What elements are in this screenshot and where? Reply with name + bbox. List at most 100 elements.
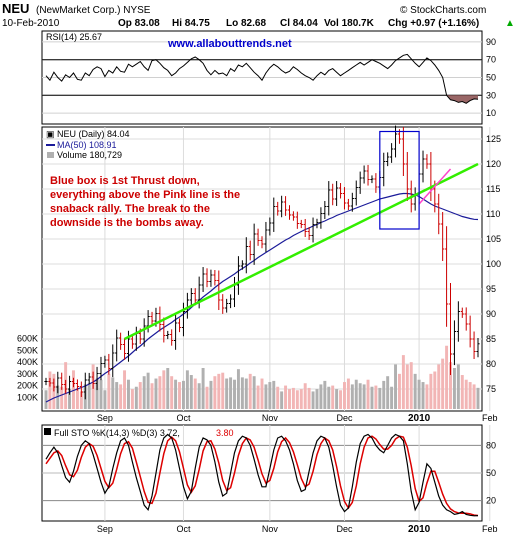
price-bar: [170, 329, 174, 346]
volume-bar: [433, 371, 437, 409]
volume-bar: [386, 376, 390, 409]
volume-bar: [193, 378, 197, 409]
volume-bar: [201, 368, 205, 409]
price-month-label: Dec: [336, 413, 353, 423]
volume-bar: [60, 386, 64, 409]
volume-bar: [429, 373, 433, 409]
volume-bar: [437, 364, 441, 409]
volume-bar: [374, 385, 378, 409]
volume-bar: [464, 379, 468, 409]
volume-bar: [382, 380, 386, 409]
rsi-oversold-fill: [446, 95, 478, 104]
price-bar: [252, 223, 256, 265]
volume-bar: [244, 378, 248, 409]
volume-bar: [405, 364, 409, 409]
sto-tick-label: 80: [486, 440, 496, 450]
price-legend-text: NEU (Daily) 84.04: [57, 129, 130, 139]
volume-bar: [272, 380, 276, 409]
volume-bar: [472, 384, 476, 409]
volume-bar: [87, 383, 91, 409]
volume-bar: [319, 384, 323, 409]
volume-bar: [339, 390, 343, 409]
volume-bar: [311, 391, 315, 409]
sto-tick-label: 50: [486, 468, 496, 478]
quote-low: Lo 82.68: [226, 18, 266, 29]
volume-bar: [350, 384, 354, 409]
sto-month-labels: Sep Oct Nov Dec 2010 Feb: [97, 524, 498, 535]
price-tick-label: 90: [486, 309, 496, 319]
volume-bar: [299, 389, 303, 409]
price-bar: [240, 260, 244, 270]
volume-bar: [142, 376, 146, 409]
volume-bar: [197, 383, 201, 409]
volume-bar: [225, 378, 229, 409]
volume-bar: [166, 368, 170, 409]
change-up-icon: ▲: [505, 18, 515, 29]
price-bar: [441, 212, 445, 261]
volume-bar: [346, 378, 350, 409]
price-bar: [476, 338, 480, 358]
price-bar: [307, 227, 311, 240]
sto-month-label: Feb: [482, 524, 498, 534]
volume-bar: [452, 368, 456, 409]
price-tick-label: 80: [486, 359, 496, 369]
price-bar: [256, 228, 260, 246]
volume-bar: [134, 386, 138, 409]
volume-bar: [401, 355, 405, 409]
price-bar: [405, 152, 409, 201]
price-bar: [299, 219, 303, 229]
volume-bar: [358, 383, 362, 409]
price-bar: [374, 173, 378, 193]
volume-bar: [162, 370, 166, 409]
volume-bar: [44, 390, 48, 409]
price-bar: [91, 371, 95, 389]
annotation-line-2: everything above the Pink line is the: [50, 189, 240, 201]
volume-bar: [441, 358, 445, 409]
quote-change: Chg +0.97 (+1.16%): [388, 18, 479, 29]
annotation-line-3: snaback rally. The break to the: [50, 203, 210, 215]
volume-bar: [307, 387, 311, 409]
volume-bar: [99, 379, 103, 409]
rsi-tick-label: 70: [486, 55, 496, 65]
volume-bar: [366, 379, 370, 409]
volume-bar: [236, 369, 240, 409]
price-bar: [52, 378, 56, 392]
volume-bar: [170, 376, 174, 409]
price-bar: [350, 192, 354, 212]
volume-bar: [75, 387, 79, 409]
volume-bar: [115, 382, 119, 409]
price-bar: [181, 302, 186, 337]
price-bar: [338, 183, 343, 199]
price-bar: [268, 217, 272, 236]
price-tick-label: 125: [486, 134, 501, 144]
volume-bar: [79, 391, 83, 409]
price-bar: [225, 298, 229, 313]
volume-bar: [103, 390, 107, 409]
price-bar: [48, 377, 52, 387]
volume-bar: [205, 386, 209, 409]
symbol: NEU: [2, 1, 29, 16]
volume-bar: [331, 385, 335, 409]
price-bar: [213, 270, 217, 286]
price-bar: [248, 240, 252, 261]
price-bar: [122, 338, 127, 360]
price-tick-label: 115: [486, 184, 500, 194]
price-bar: [315, 218, 319, 229]
price-bar: [205, 268, 209, 288]
price-month-labels: Sep Oct Nov Dec 2010 Feb: [97, 413, 498, 424]
price-bar: [386, 152, 390, 167]
price-bar: [425, 154, 429, 169]
website-label: www.allabouttrends.net: [167, 38, 292, 50]
annotation-note: Blue box is 1st Thrust down, everything …: [50, 175, 240, 229]
volume-bar: [146, 372, 150, 409]
price-bar: [158, 306, 162, 332]
price-bar: [283, 196, 288, 216]
price-bar: [193, 288, 197, 306]
volume-bar: [154, 378, 158, 409]
price-bar: [382, 152, 386, 187]
sto-k-line: [45, 433, 479, 517]
price-bar: [99, 356, 103, 381]
volume-bar: [390, 386, 394, 409]
price-bar: [162, 317, 166, 343]
volume-bar: [445, 345, 449, 409]
